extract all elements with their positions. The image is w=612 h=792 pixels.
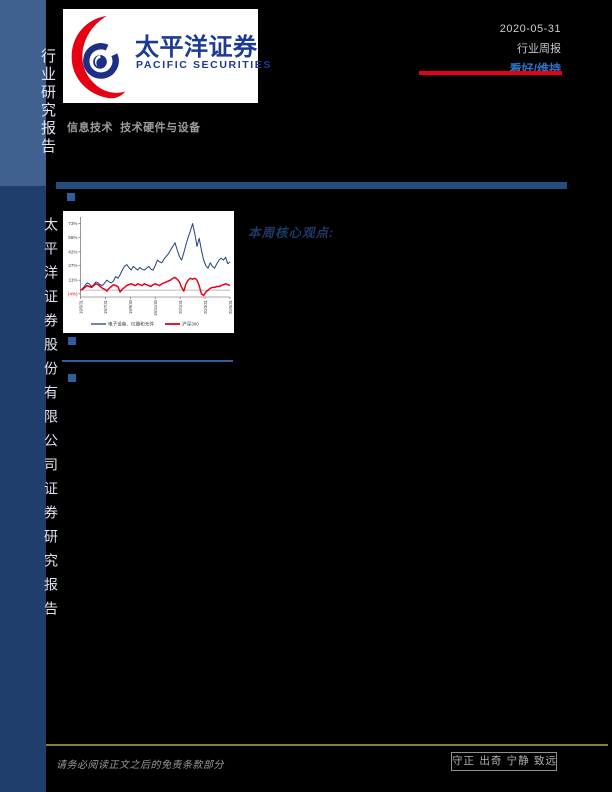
svg-text:电子设备、仪器和元件: 电子设备、仪器和元件 <box>108 321 154 328</box>
sidebar-company-panel: 太平洋证券股份有限公司证券研究报告 <box>0 186 58 792</box>
section-bullet <box>67 193 75 201</box>
footer-disclaimer: 请务必阅读正文之后的免责条款部分 <box>56 760 224 771</box>
section-header-bar <box>56 182 567 189</box>
svg-text:20/3/31: 20/3/31 <box>203 299 208 314</box>
svg-text:20/5/31: 20/5/31 <box>228 299 233 314</box>
logo-en-name: PACIFIC SECURITIES <box>136 59 272 71</box>
sidebar-industry-research-panel: 行业研究报告 <box>0 0 57 186</box>
svg-text:20/1/31: 20/1/31 <box>178 299 183 314</box>
section-bullet <box>68 337 76 345</box>
svg-text:73%: 73% <box>68 221 77 226</box>
report-date: 2020-05-31 <box>499 23 561 35</box>
sidebar-top-label: 行业研究报告 <box>39 48 57 156</box>
industry-category: 信息技术 技术硬件与设备 <box>67 122 201 134</box>
divider-line <box>62 360 233 362</box>
core-view-title: 本周核心观点: <box>248 226 335 240</box>
header-meta: 2020-05-31 行业周报 看好/维持 <box>380 23 561 77</box>
svg-text:19/7/31: 19/7/31 <box>103 299 108 314</box>
sidebar-bottom-label: 太平洋证券股份有限公司证券研究报告 <box>42 217 58 625</box>
svg-text:58%: 58% <box>68 235 77 240</box>
section-bullet <box>68 374 76 382</box>
footer-motto: 守正 出奇 宁静 致远 <box>451 752 557 771</box>
svg-text:沪深300: 沪深300 <box>182 321 199 328</box>
report-type: 行业周报 <box>517 43 561 55</box>
svg-text:19/5/31: 19/5/31 <box>78 299 83 314</box>
svg-text:27%: 27% <box>68 263 77 268</box>
logo-cn-name: 太平洋证券 <box>135 34 258 61</box>
svg-text:(4%): (4%) <box>68 291 78 296</box>
svg-text:11%: 11% <box>69 278 78 283</box>
svg-text:42%: 42% <box>68 249 77 254</box>
rating-underline <box>419 71 562 75</box>
pacific-securities-logo-icon <box>71 15 126 99</box>
relative-performance-chart: (4%) 11% 27% 42% 58% 73% 19/5/31 19/7/31 19/9/30… <box>63 211 234 333</box>
relative-performance-chart-svg: (4%) 11% 27% 42% 58% 73% 19/5/31 19/7/31 19/9/30… <box>68 217 233 328</box>
footer-rule <box>46 744 608 746</box>
company-logo: 太平洋证券 PACIFIC SECURITIES <box>63 9 270 103</box>
svg-text:19/11/30: 19/11/30 <box>153 299 158 316</box>
svg-text:19/9/30: 19/9/30 <box>128 299 133 314</box>
